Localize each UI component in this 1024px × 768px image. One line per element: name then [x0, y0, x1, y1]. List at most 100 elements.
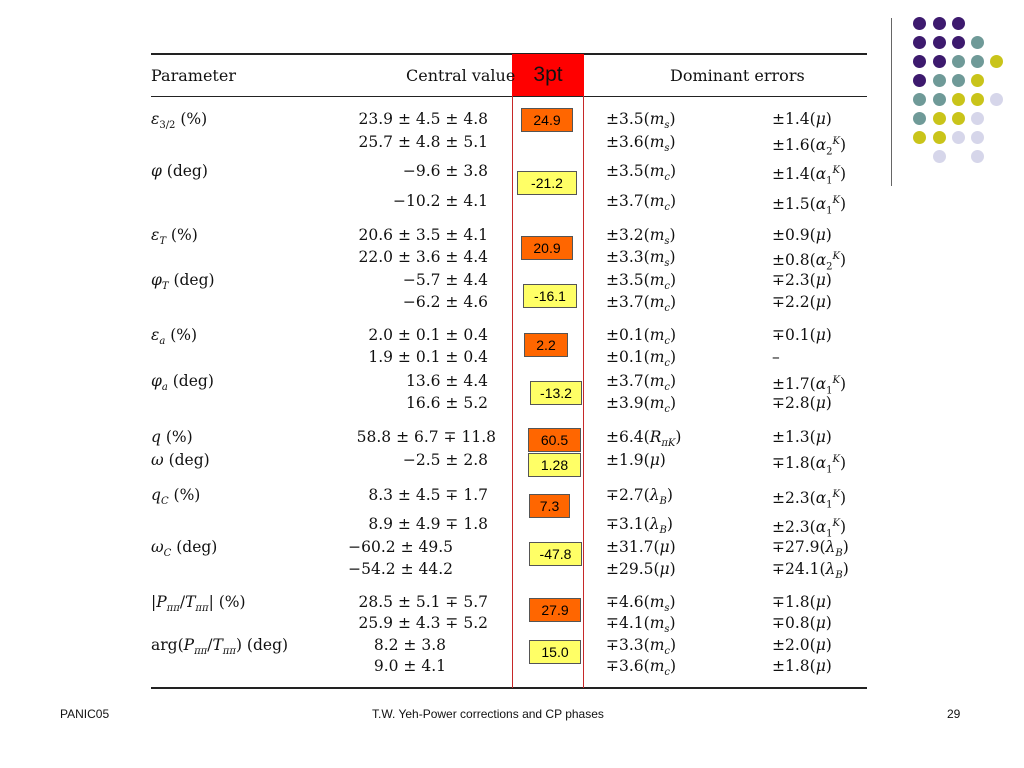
error-primary: ±0.1(mc) — [606, 348, 677, 370]
table-top-rule — [151, 53, 867, 55]
error-primary: ∓4.1(ms) — [606, 614, 676, 636]
error-secondary: ±1.7(α1K) — [772, 375, 847, 397]
error-primary: ±3.2(ms) — [606, 226, 676, 248]
dot-olive — [933, 112, 946, 125]
error-primary: ∓3.3(mc) — [606, 636, 677, 658]
dot-teal — [933, 74, 946, 87]
threept-value-box: 1.28 — [528, 453, 581, 477]
error-secondary: ±1.3(μ) — [772, 428, 832, 446]
threept-value-box: 27.9 — [529, 598, 581, 622]
dot-teal — [971, 55, 984, 68]
threept-column-outline — [512, 54, 584, 688]
dot-purple — [913, 17, 926, 30]
error-primary: ±29.5(μ) — [606, 560, 676, 578]
error-secondary: ∓1.8(μ) — [772, 593, 832, 611]
error-secondary: ±1.5(α1K) — [772, 195, 847, 217]
error-primary: ±3.7(mc) — [606, 293, 677, 315]
central-value: 28.5 ± 5.1 ∓ 5.7 — [358, 593, 489, 611]
parameter-header: Parameter — [151, 66, 236, 85]
error-secondary: ±2.0(μ) — [772, 636, 832, 654]
error-primary: ±3.7(mc) — [606, 192, 677, 214]
decorative-vertical-line — [891, 18, 892, 186]
dot-purple — [913, 36, 926, 49]
dot-lavender — [952, 131, 965, 144]
error-secondary: ∓24.1(λB) — [772, 560, 849, 582]
parameter-label: φT (deg) — [151, 271, 215, 293]
error-primary: ∓3.6(mc) — [606, 657, 677, 679]
dot-purple — [933, 17, 946, 30]
error-primary: ±0.1(mc) — [606, 326, 677, 348]
central-value: 25.7 ± 4.8 ± 5.1 — [358, 133, 489, 151]
dot-olive — [971, 93, 984, 106]
error-secondary: ±2.3(α1K) — [772, 518, 847, 540]
central-value: −10.2 ± 4.1 — [393, 192, 488, 210]
error-primary: ±3.5(mc) — [606, 271, 677, 293]
dot-purple — [952, 36, 965, 49]
dot-teal — [913, 93, 926, 106]
threept-value-box: -47.8 — [529, 542, 582, 566]
threept-column-header: 3pt — [512, 54, 584, 96]
error-secondary: ∓2.8(μ) — [772, 394, 832, 412]
parameter-label: |Pππ/Tππ| (%) — [151, 593, 246, 615]
error-primary: ±3.7(mc) — [606, 372, 677, 394]
central-value: 2.0 ± 0.1 ± 0.4 — [368, 326, 488, 344]
central-value: −6.2 ± 4.6 — [402, 293, 488, 311]
error-secondary: ∓27.9(λB) — [772, 538, 849, 560]
dot-teal — [913, 112, 926, 125]
error-secondary: ±1.4(μ) — [772, 110, 832, 128]
central-value: 13.6 ± 4.4 — [405, 372, 488, 390]
threept-value-box: 15.0 — [529, 640, 581, 664]
central-value: −2.5 ± 2.8 — [402, 451, 488, 469]
error-primary: ±3.9(mc) — [606, 394, 677, 416]
central-value: 23.9 ± 4.5 ± 4.8 — [358, 110, 489, 128]
error-primary: ∓3.1(λB) — [606, 515, 673, 537]
threept-value-box: 7.3 — [529, 494, 570, 518]
central-value: 8.9 ± 4.9 ∓ 1.8 — [368, 515, 488, 533]
dot-lavender — [990, 93, 1003, 106]
threept-value-box: 2.2 — [524, 333, 568, 357]
dot-olive — [913, 131, 926, 144]
error-primary: ±1.9(μ) — [606, 451, 666, 469]
error-secondary: ±1.6(α2K) — [772, 136, 847, 158]
central-value: 20.6 ± 3.5 ± 4.1 — [358, 226, 489, 244]
central-value: −5.7 ± 4.4 — [402, 271, 488, 289]
threept-value-box: 24.9 — [521, 108, 573, 132]
dot-teal — [952, 74, 965, 87]
dot-olive — [990, 55, 1003, 68]
error-primary: ∓4.6(ms) — [606, 593, 676, 615]
central-value: 8.2 ± 3.8 — [373, 636, 446, 654]
error-secondary: ±0.8(α2K) — [772, 251, 847, 273]
footer-conference: PANIC05 — [60, 707, 110, 721]
central-value: 16.6 ± 5.2 — [405, 394, 488, 412]
error-secondary: ∓1.8(α1K) — [772, 454, 847, 476]
dot-olive — [952, 93, 965, 106]
central-value: 58.8 ± 6.7 ∓ 11.8 — [356, 428, 496, 446]
error-secondary: ∓0.1(μ) — [772, 326, 832, 344]
threept-value-box: -13.2 — [530, 381, 582, 405]
dot-teal — [971, 36, 984, 49]
threept-value-box: -16.1 — [523, 284, 577, 308]
central-value: −60.2 ± 49.5 — [348, 538, 453, 556]
dominant-errors-header: Dominant errors — [670, 66, 805, 85]
dot-purple — [952, 17, 965, 30]
dot-lavender — [971, 150, 984, 163]
dot-lavender — [933, 150, 946, 163]
dot-olive — [933, 131, 946, 144]
parameter-label: arg(Pππ/Tππ) (deg) — [151, 636, 289, 658]
central-value: 22.0 ± 3.6 ± 4.4 — [358, 248, 489, 266]
parameter-label: ωC (deg) — [151, 538, 218, 560]
footer-page-number: 29 — [947, 707, 961, 721]
parameter-label: ε3/2 (%) — [151, 110, 208, 132]
dot-lavender — [971, 131, 984, 144]
dot-purple — [933, 36, 946, 49]
parameter-label: qC (%) — [151, 486, 201, 508]
central-value: 8.3 ± 4.5 ∓ 1.7 — [368, 486, 488, 504]
footer-title: T.W. Yeh-Power corrections and CP phases — [372, 707, 604, 721]
error-primary: ±31.7(μ) — [606, 538, 676, 556]
dot-purple — [913, 74, 926, 87]
error-primary: ∓2.7(λB) — [606, 486, 673, 508]
central-value: −9.6 ± 3.8 — [402, 162, 488, 180]
dot-olive — [971, 74, 984, 87]
dot-purple — [913, 55, 926, 68]
error-primary: ±3.3(ms) — [606, 248, 676, 270]
